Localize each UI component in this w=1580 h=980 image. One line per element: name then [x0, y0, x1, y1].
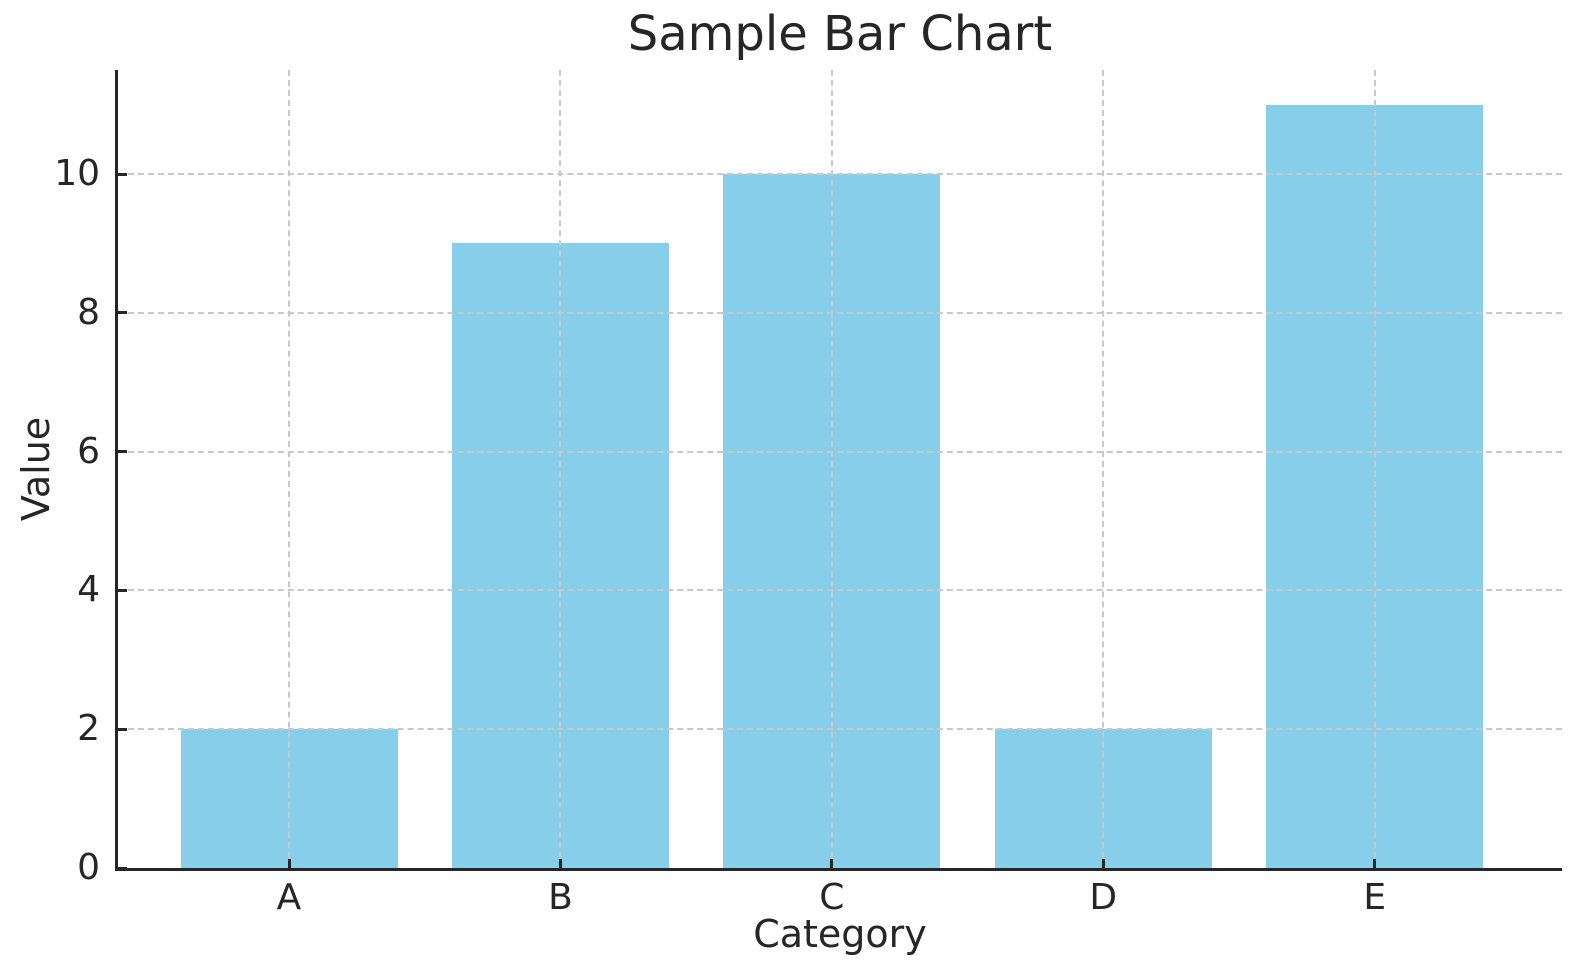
y-tick-mark — [118, 588, 127, 592]
x-axis-label: Category — [753, 912, 927, 956]
gridline-v — [559, 70, 562, 868]
y-tick-label: 2 — [77, 708, 100, 750]
gridline-h — [118, 589, 1562, 592]
x-tick-label: C — [819, 877, 845, 918]
gridline-h — [118, 311, 1562, 314]
y-tick-label: 4 — [77, 569, 100, 611]
gridline-v — [830, 70, 833, 868]
y-tick-label: 10 — [54, 153, 100, 195]
x-tick-mark — [558, 859, 562, 868]
plot-area — [115, 70, 1562, 871]
gridline-h — [118, 450, 1562, 453]
x-tick-label: E — [1363, 877, 1387, 918]
x-tick-mark — [830, 859, 834, 868]
x-tick-mark — [287, 859, 291, 868]
x-tick-label: B — [548, 877, 573, 918]
y-tick-label: 0 — [77, 847, 100, 888]
gridline-h — [118, 173, 1562, 176]
y-tick-label: 6 — [77, 430, 100, 472]
gridline-v — [288, 70, 290, 868]
x-tick-mark — [1101, 859, 1105, 868]
x-tick-label: A — [276, 877, 302, 918]
x-tick-label: D — [1089, 877, 1118, 918]
y-tick-mark — [118, 450, 127, 454]
y-tick-mark — [118, 311, 127, 315]
chart-title: Sample Bar Chart — [627, 6, 1053, 62]
x-tick-mark — [1373, 859, 1377, 868]
gridline-h — [118, 728, 1562, 731]
y-tick-mark — [118, 866, 127, 870]
y-tick-mark — [118, 172, 127, 176]
y-tick-label: 8 — [77, 291, 100, 333]
gridline-v — [1102, 70, 1105, 868]
gridline-v — [1373, 70, 1376, 868]
y-tick-mark — [118, 727, 127, 731]
